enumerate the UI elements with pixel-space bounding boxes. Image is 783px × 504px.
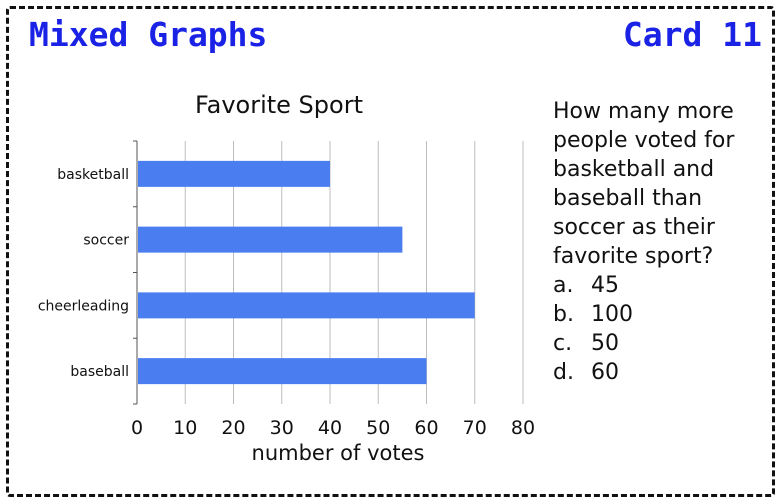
chart-bars — [138, 160, 475, 385]
x-tick-label: 40 — [318, 417, 342, 439]
x-axis-title: number of votes — [252, 441, 425, 465]
bar-cheerleading — [138, 292, 475, 319]
favorite-sport-bar-chart: Favorite Sport basketball soccer cheerlead… — [38, 91, 535, 465]
answer-choice[interactable]: d. 60 — [553, 358, 773, 387]
card-number: Card 11 — [622, 15, 762, 54]
y-tick-label-basketball: basketball — [57, 167, 129, 183]
x-tick-label: 70 — [463, 417, 487, 439]
question-panel: How many more people voted for basketbal… — [553, 97, 773, 387]
answer-choice[interactable]: c. 50 — [553, 329, 773, 358]
answer-value: 45 — [591, 273, 619, 298]
answer-letter: a. — [553, 273, 574, 298]
answer-choice[interactable]: b. 100 — [553, 300, 773, 329]
mixed-graphs-card: Mixed Graphs Card 11 Favorite Sport bask… — [6, 6, 775, 497]
x-tick-label: 80 — [511, 417, 535, 439]
x-tick-label: 0 — [131, 417, 143, 439]
answer-value: 100 — [591, 302, 633, 327]
bar-baseball — [138, 358, 427, 385]
y-tick-label-baseball: baseball — [70, 364, 129, 380]
y-tick-label-soccer: soccer — [83, 233, 129, 249]
answer-letter: b. — [553, 302, 574, 327]
chart-title: Favorite Sport — [195, 91, 363, 119]
y-tick-label-cheerleading: cheerleading — [38, 298, 129, 314]
answer-choice[interactable]: a. 45 — [553, 271, 773, 300]
bar-basketball — [138, 160, 330, 187]
x-axis-labels: 0 10 20 30 40 50 60 70 80 — [131, 417, 535, 439]
answer-value: 60 — [591, 360, 619, 385]
answer-letter: c. — [553, 331, 573, 356]
bar-soccer — [138, 226, 403, 253]
x-tick-label: 50 — [366, 417, 390, 439]
x-tick-label: 60 — [414, 417, 438, 439]
x-tick-label: 30 — [270, 417, 294, 439]
answer-value: 50 — [591, 331, 619, 356]
x-tick-label: 20 — [221, 417, 245, 439]
y-axis-labels: basketball soccer cheerleading baseball — [38, 167, 129, 380]
card-title: Mixed Graphs — [29, 15, 268, 54]
answer-choices: a. 45 b. 100 c. 50 d. 60 — [553, 271, 773, 387]
x-tick-label: 10 — [173, 417, 197, 439]
answer-letter: d. — [553, 360, 574, 385]
question-text: How many more people voted for basketbal… — [553, 99, 735, 269]
